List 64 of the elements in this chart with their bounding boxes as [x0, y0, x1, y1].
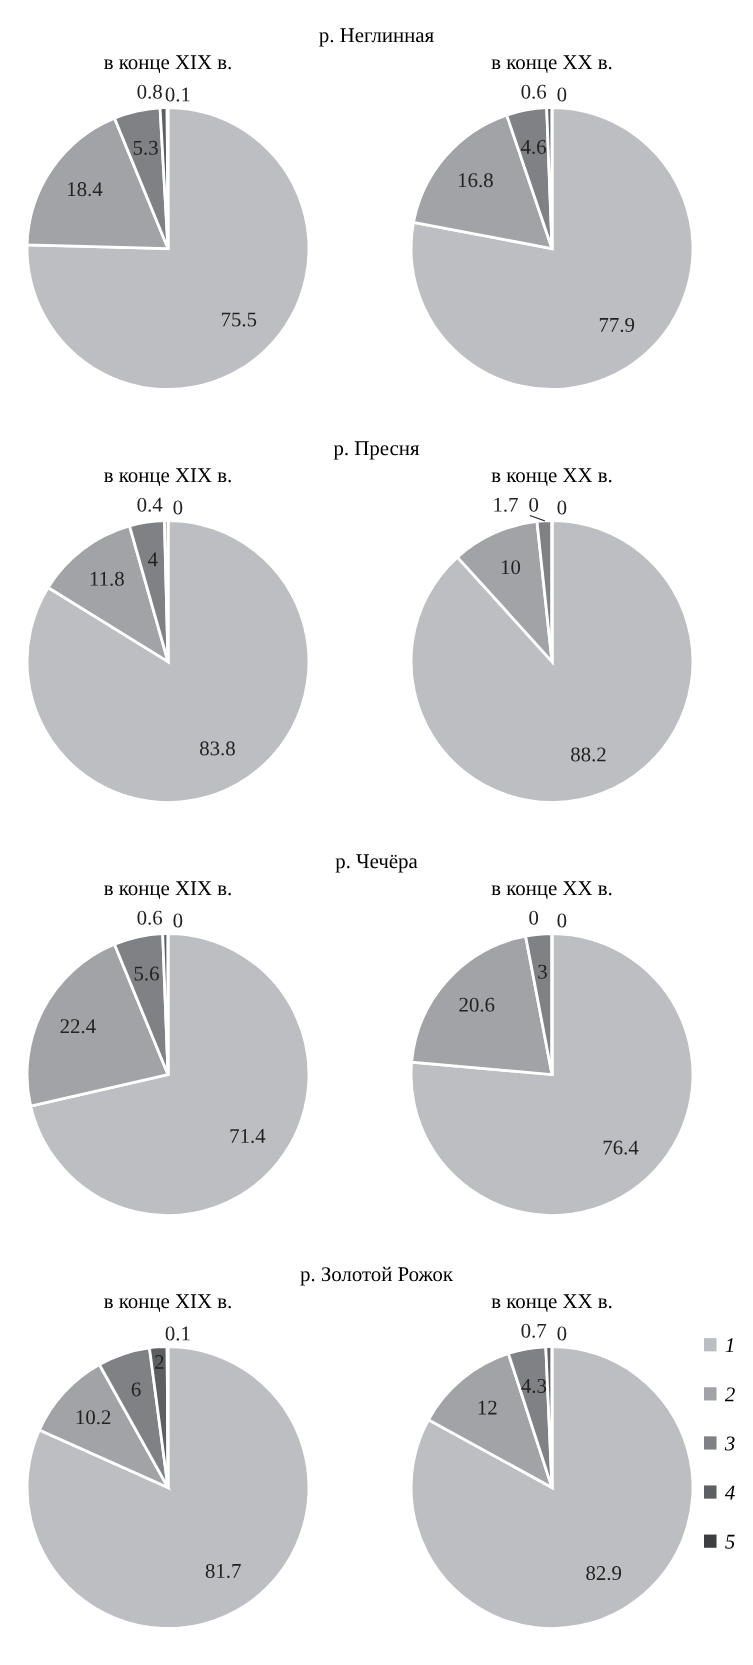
- data-label: 75.5: [221, 312, 257, 327]
- pie-slice: [25, 1345, 311, 1630]
- pie-slice: [25, 106, 311, 391]
- data-label: 18.4: [68, 182, 103, 197]
- text: 0: [557, 87, 567, 102]
- pie-slice: [409, 106, 695, 391]
- data-label: 88.2: [571, 747, 606, 762]
- pie-slice: [409, 932, 695, 1217]
- legend-label: 1: [725, 1338, 734, 1353]
- text: 0: [529, 910, 539, 925]
- chart-title: в конце XX в.: [491, 468, 612, 487]
- data-label: 4.3: [521, 1378, 547, 1394]
- data-label: 6: [131, 1382, 141, 1397]
- chart-subtitle: в конце XIX в.: [104, 881, 231, 900]
- data-label: 0.7: [521, 1323, 547, 1338]
- pie-slice: [25, 519, 311, 804]
- data-label: 5.3: [133, 140, 158, 155]
- data-label: 5.6: [134, 966, 159, 981]
- data-label: 0.8: [137, 84, 162, 99]
- data-label: 22.4: [60, 1019, 96, 1034]
- data-label: 4: [147, 552, 158, 567]
- data-label: 0.6: [137, 910, 163, 925]
- chart-title: в конце XX в.: [491, 1294, 612, 1313]
- legend-label: 5: [725, 1534, 735, 1549]
- data-label: 83.8: [200, 741, 235, 756]
- text: р. Чечёра: [335, 854, 418, 873]
- chart-title: в конце XX в.: [491, 881, 612, 900]
- chart-subtitle: в конце XIX в.: [104, 55, 231, 74]
- text: р. Неглинная: [319, 28, 434, 47]
- legend-label: 3: [724, 1436, 735, 1451]
- data-label: 76.4: [603, 1140, 639, 1155]
- data-label: 16.8: [459, 173, 493, 188]
- data-label: 2: [155, 1355, 164, 1369]
- text: 0: [557, 913, 567, 928]
- data-label: 10.2: [76, 1410, 111, 1425]
- data-label: 3: [538, 964, 547, 979]
- data-label: 0.4: [137, 497, 163, 512]
- data-label: 0.1: [165, 1326, 190, 1341]
- legend-label: 2: [724, 1387, 735, 1402]
- text: р. Пресня: [333, 441, 420, 460]
- text: 0: [529, 497, 539, 512]
- data-label: 0.6: [521, 84, 547, 99]
- data-label: 71.4: [230, 1129, 266, 1144]
- text: 0: [173, 500, 183, 515]
- legend-label: 4: [724, 1485, 735, 1500]
- pie-slice: [409, 1345, 695, 1630]
- data-label: 10: [501, 560, 521, 575]
- data-label: 1.7: [494, 497, 518, 512]
- text: 0: [173, 913, 183, 928]
- data-label: 20.6: [459, 997, 495, 1012]
- chart-subtitle: в конце XIX в.: [104, 1294, 231, 1313]
- data-label: 11.8: [90, 571, 124, 586]
- data-label: 12: [478, 1400, 497, 1415]
- text: р. Золотой Рожок: [300, 1266, 453, 1286]
- text: 0: [557, 500, 567, 515]
- text: 0: [557, 1326, 567, 1341]
- data-label: 82.9: [586, 1566, 622, 1581]
- data-label: 77.9: [599, 317, 635, 333]
- chart-subtitle: в конце XIX в.: [104, 468, 231, 487]
- data-label: 4.6: [520, 139, 546, 155]
- data-label: 0.1: [165, 87, 190, 102]
- chart-title: в конце XX в.: [491, 55, 612, 74]
- pie-slice: [29, 932, 311, 1217]
- data-label: 81.7: [205, 1563, 241, 1579]
